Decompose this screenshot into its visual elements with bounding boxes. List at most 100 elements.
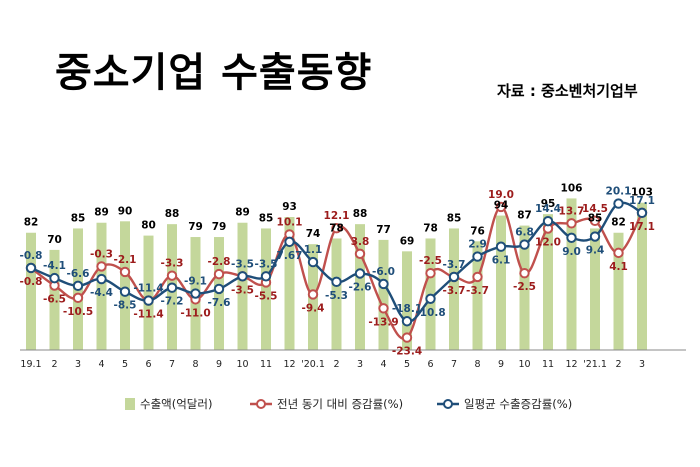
- daily-avg-change-marker-16: [401, 316, 413, 327]
- bar-value-label: 78: [423, 222, 438, 234]
- yoy-change-marker-15: [378, 303, 389, 314]
- daily-change-label: 9.4: [586, 245, 605, 257]
- yoy-change-label: 17.1: [629, 221, 655, 233]
- x-tick-label: 9: [216, 359, 222, 370]
- yoy-change-label: -2.1: [114, 254, 137, 266]
- x-tick-label: 3: [357, 359, 363, 370]
- x-tick-label: 5: [122, 359, 128, 370]
- bar-value-label: 80: [141, 220, 156, 232]
- bar-value-label: 79: [188, 221, 203, 233]
- yoy-change-label: -11.0: [180, 307, 210, 319]
- daily-change-label: 6.8: [515, 227, 534, 239]
- yoy-change-label: -2.5: [513, 281, 536, 293]
- daily-change-label: 7.67: [277, 250, 303, 262]
- x-tick-label: 10: [518, 359, 530, 370]
- yoy-change-label: 19.0: [488, 189, 514, 201]
- yoy-change-label: 10.1: [277, 216, 303, 228]
- daily-change-label: -3.5: [255, 258, 278, 270]
- yoy-change-marker-25: [613, 247, 624, 259]
- bar-value-label: 76: [470, 225, 485, 237]
- legend-label: 수출액(억달러): [140, 397, 212, 411]
- bar-10: [261, 228, 271, 350]
- daily-change-label: 20.1: [606, 186, 632, 198]
- yoy-change-label: -9.4: [302, 302, 325, 314]
- daily-avg-change-marker-22: [542, 215, 554, 227]
- bar-11: [284, 217, 295, 350]
- yoy-change-marker-4: [119, 266, 131, 278]
- daily-avg-change-marker-13: [331, 276, 342, 288]
- bar-value-label: 85: [71, 212, 86, 224]
- bar-value-label: 74: [306, 228, 321, 240]
- daily-avg-change-marker-15: [378, 278, 389, 290]
- x-tick-label: 6: [427, 359, 433, 370]
- source-label: 자료 : 중소벤처기업부: [497, 82, 638, 100]
- daily-change-label: -7.6: [208, 297, 231, 309]
- bar-value-label: 85: [447, 212, 462, 224]
- bar-value-label: 82: [611, 217, 626, 229]
- yoy-change-label: -13.9: [368, 316, 398, 328]
- yoy-change-label: -3.7: [466, 285, 489, 297]
- bar-value-label: 85: [588, 212, 603, 224]
- yoy-change-marker-3: [96, 261, 107, 272]
- yoy-change-label: -6.5: [43, 294, 66, 306]
- yoy-change-marker-23: [566, 218, 577, 229]
- bar-value-label: 88: [165, 208, 180, 220]
- yoy-change-marker-19: [472, 271, 483, 283]
- bar-1: [49, 249, 60, 350]
- bar-value-label: 90: [118, 205, 133, 217]
- yoy-change-label: -11.4: [133, 309, 163, 321]
- yoy-change-label: -3.7: [443, 285, 466, 297]
- chart-legend: 수출액(억달러) 전년 동기 대비 증감률(%) 일평균 수출증감률(%): [125, 397, 572, 411]
- yoy-change-marker-13: [331, 223, 342, 234]
- daily-avg-change-marker-7: [190, 288, 201, 299]
- daily-change-label: -3.7: [443, 259, 466, 271]
- x-tick-label: 7: [169, 359, 175, 370]
- bar-value-label: 94: [494, 200, 509, 212]
- yoy-change-marker-17: [425, 268, 436, 279]
- bar-24: [590, 228, 600, 350]
- daily-avg-change-marker-12: [307, 256, 319, 268]
- yoy-change-marker-8: [213, 268, 225, 280]
- page-title: 중소기업 수출동향: [55, 50, 373, 96]
- x-tick-label: 3: [639, 359, 645, 370]
- x-tick-label: '21.1: [583, 359, 607, 370]
- daily-avg-change-marker-19: [472, 251, 483, 262]
- bar-value-label: 87: [517, 210, 532, 222]
- x-tick-label: 6: [145, 359, 151, 370]
- yoy-change-marker-24: [589, 215, 601, 227]
- bar-25: [613, 232, 624, 350]
- bar-value-label: 70: [47, 234, 62, 246]
- daily-change-label: -5.3: [325, 290, 348, 302]
- bar-14: [355, 224, 365, 350]
- daily-avg-change-marker-24: [589, 231, 601, 242]
- yoy-change-label: 13.7: [559, 205, 585, 217]
- bar-15: [378, 239, 389, 350]
- daily-change-label: -6.0: [372, 266, 395, 278]
- yoy-change-label: -23.4: [392, 346, 422, 358]
- daily-change-label: 9.0: [562, 246, 581, 258]
- x-tick-label: '20.1: [301, 359, 325, 370]
- daily-change-label: -18.1: [392, 303, 422, 315]
- daily-avg-change-marker-0: [25, 262, 37, 274]
- daily-avg-change-marker-1: [49, 272, 60, 284]
- x-tick-label: 5: [404, 359, 410, 370]
- daily-avg-change-marker-6: [166, 282, 178, 293]
- bar-value-label: 82: [24, 217, 39, 229]
- bar-13: [331, 238, 342, 350]
- yoy-change-marker-2: [72, 292, 84, 304]
- daily-avg-change-marker-20: [495, 241, 507, 252]
- daily-change-label: 1.1: [304, 244, 323, 256]
- x-tick-label: 7: [451, 359, 457, 370]
- yoy-change-label: -3.5: [231, 284, 254, 296]
- daily-change-label: 17.1: [629, 195, 655, 207]
- daily-change-label: -6.6: [67, 268, 90, 280]
- daily-change-label: -8.5: [114, 300, 137, 312]
- daily-change-label: -3.5: [231, 258, 254, 270]
- daily-avg-change-marker-5: [143, 295, 154, 306]
- bar-value-label: 85: [259, 212, 274, 224]
- x-tick-label: 4: [380, 359, 386, 370]
- yoy-change-label: 3.8: [351, 236, 370, 248]
- daily-change-label: -2.6: [349, 282, 372, 294]
- bar-value-label: 93: [282, 201, 297, 213]
- bar-value-label: 77: [376, 224, 391, 236]
